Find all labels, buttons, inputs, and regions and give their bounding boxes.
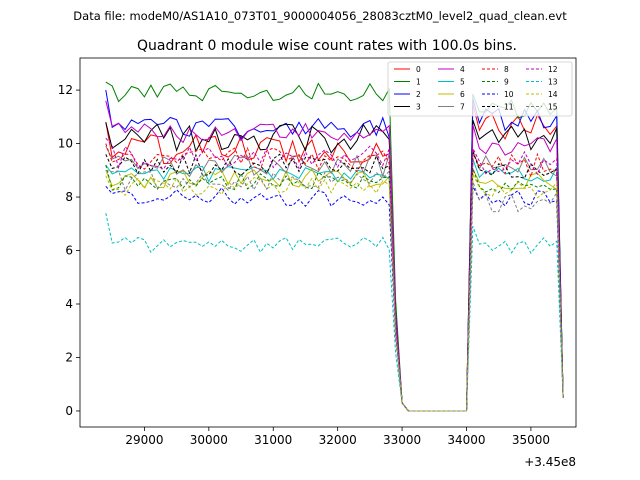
series-line-0: [105, 103, 564, 412]
legend-label-11: 11: [504, 103, 514, 112]
legend-label-7: 7: [460, 103, 465, 112]
x-offset-label: +3.45e8: [524, 455, 576, 469]
series-line-5: [105, 159, 564, 412]
y-tick-label: 6: [65, 244, 73, 258]
series-line-3: [105, 120, 564, 412]
legend-label-14: 14: [548, 90, 558, 99]
series-line-11: [105, 151, 564, 412]
legend-label-4: 4: [460, 65, 465, 74]
x-tick-label: 35000: [512, 433, 550, 447]
x-tick-label: 31000: [254, 433, 292, 447]
legend-label-2: 2: [416, 90, 421, 99]
y-tick-label: 4: [65, 297, 73, 311]
y-tick-label: 0: [65, 404, 73, 418]
chart-suptitle: Data file: modeM0/AS1A10_073T01_90000040…: [73, 9, 567, 23]
series-layer: [105, 81, 564, 412]
legend-label-1: 1: [416, 78, 421, 87]
legend-label-12: 12: [548, 65, 558, 74]
legend-label-8: 8: [504, 65, 509, 74]
x-tick-label: 32000: [319, 433, 357, 447]
ticks-layer: 29000 30000 31000 32000 33000 34000 35000 0 2 4 6 8…: [58, 83, 550, 447]
chart-title: Quadrant 0 module wise count rates with …: [137, 38, 517, 54]
legend-label-0: 0: [416, 65, 421, 74]
y-tick-label: 2: [65, 350, 73, 364]
plot-frame: [79, 57, 577, 428]
x-tick-label: 29000: [125, 433, 163, 447]
x-tick-label: 30000: [190, 433, 228, 447]
x-tick-label: 34000: [447, 433, 485, 447]
series-line-14: [105, 173, 564, 412]
legend-label-3: 3: [416, 103, 421, 112]
series-line-7: [105, 145, 564, 412]
legend-label-9: 9: [504, 78, 509, 87]
y-tick-label: 10: [58, 137, 73, 151]
legend-label-5: 5: [460, 78, 465, 87]
legend-box: [387, 61, 573, 117]
series-line-15: [105, 169, 564, 412]
series-line-8: [105, 143, 564, 412]
plot-area: [80, 58, 576, 427]
y-tick-label: 8: [65, 190, 73, 204]
series-line-4: [105, 100, 564, 412]
legend-label-13: 13: [548, 78, 558, 87]
series-line-9: [105, 164, 564, 412]
legend-label-6: 6: [460, 90, 465, 99]
y-tick-label: 12: [58, 83, 73, 97]
x-tick-label: 33000: [383, 433, 421, 447]
legend-label-15: 15: [548, 103, 558, 112]
legend-label-10: 10: [504, 90, 514, 99]
series-line-10: [105, 185, 564, 412]
series-line-6: [105, 168, 564, 412]
